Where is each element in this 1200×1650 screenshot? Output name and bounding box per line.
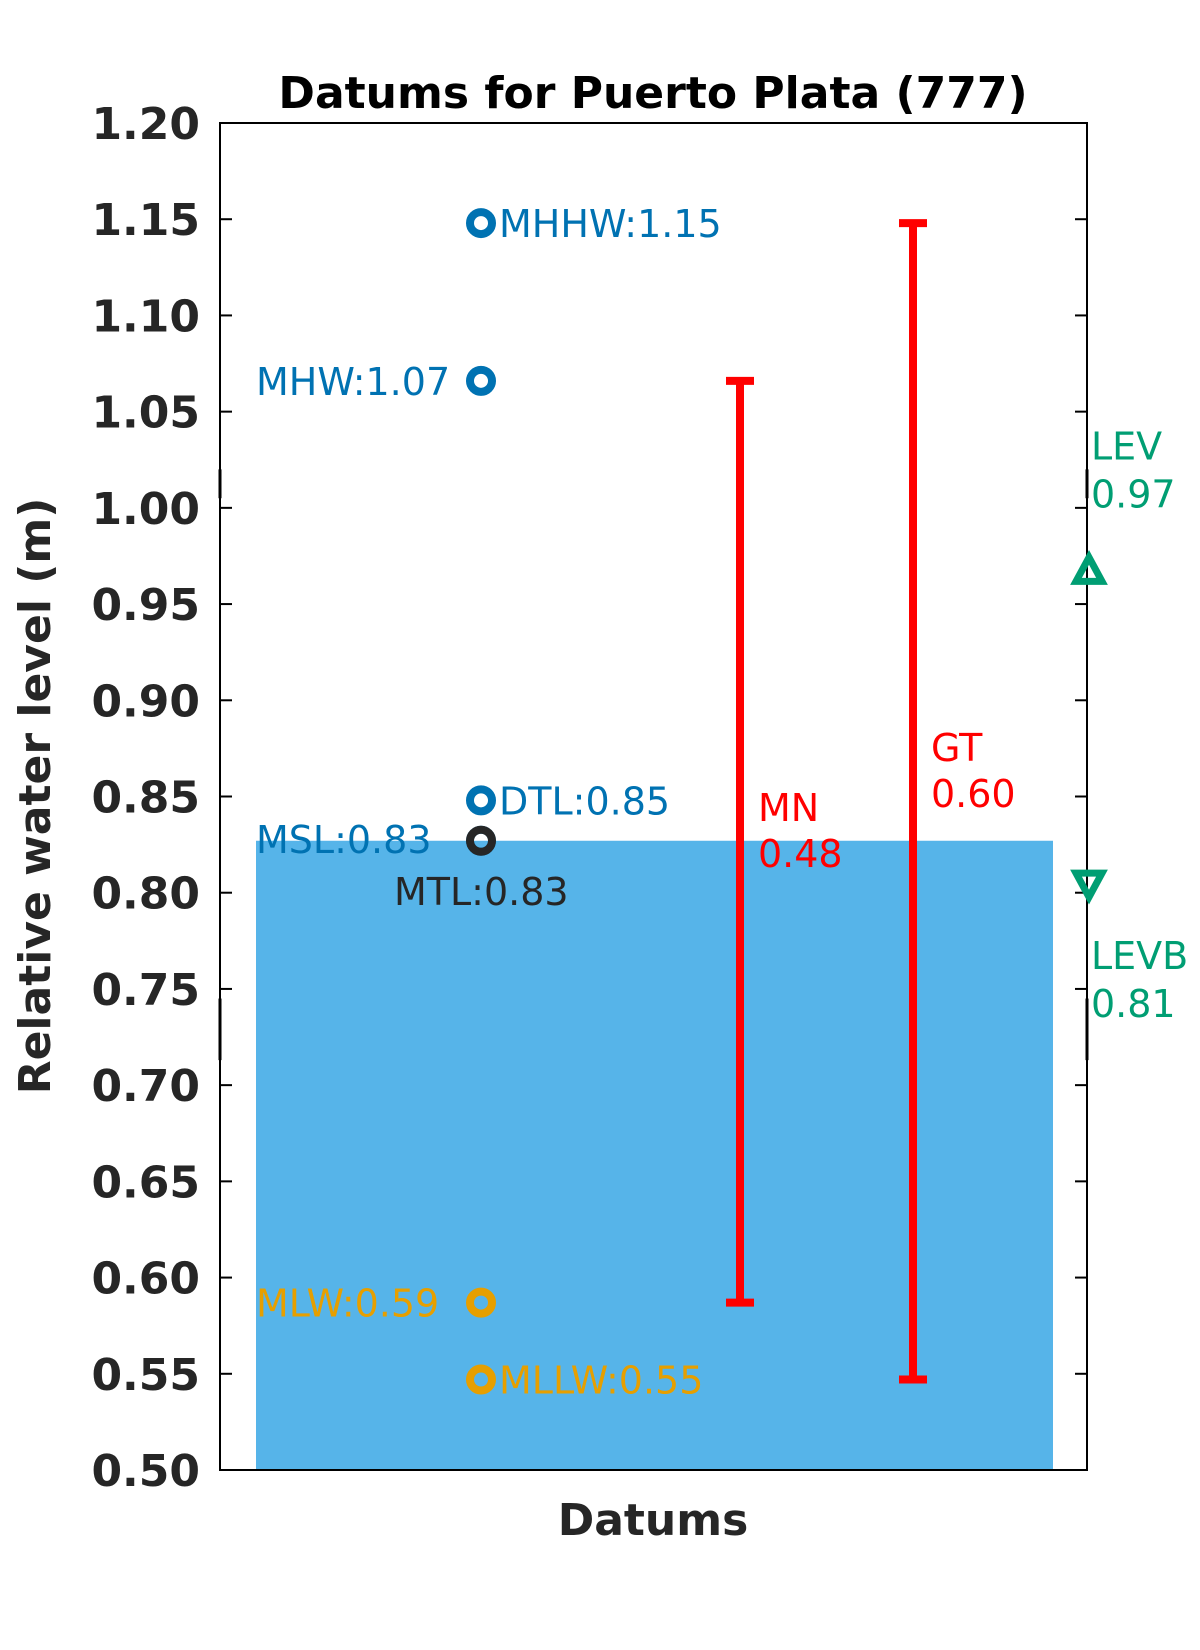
y-tick-label: 1.20 <box>91 99 200 150</box>
datum-marker-mhhw <box>466 208 496 239</box>
y-tick-label: 0.90 <box>91 676 200 727</box>
y-axis-label: Relative water level (m) <box>10 498 61 1095</box>
datum-marker-mhw <box>466 365 496 396</box>
y-tick-label: 1.05 <box>91 388 200 439</box>
extreme-name-lev: LEV <box>1091 424 1162 468</box>
y-tick-label: 0.60 <box>91 1254 200 1305</box>
datum-label-msl: MSL:0.83 <box>256 818 432 862</box>
msl-bar <box>256 840 1053 1470</box>
range-name-mn: MN <box>758 786 819 830</box>
datum-label-mhhw: MHHW:1.15 <box>499 202 722 246</box>
y-tick-label: 0.85 <box>91 773 200 824</box>
datum-marker-mlw <box>466 1287 496 1318</box>
datum-marker-dtl <box>466 785 496 816</box>
range-value-gt: 0.60 <box>931 772 1016 816</box>
extreme-marker-lev <box>1070 550 1108 585</box>
extreme-marker-levb <box>1070 869 1108 905</box>
range-name-gt: GT <box>931 726 983 770</box>
x-axis-label: Datums <box>558 1495 749 1546</box>
datum-label-mhw: MHW:1.07 <box>256 360 450 404</box>
y-tick-label: 0.70 <box>91 1061 200 1112</box>
range-value-mn: 0.48 <box>758 832 843 876</box>
y-tick-label: 0.75 <box>91 965 200 1016</box>
datum-marker-mtl <box>466 825 496 856</box>
extreme-value-lev: 0.97 <box>1091 472 1176 516</box>
y-tick-label: 0.65 <box>91 1157 200 1208</box>
y-tick-label: 0.95 <box>91 580 200 631</box>
datum-label-mtl: MTL:0.83 <box>394 870 569 914</box>
datum-marker-mllw <box>466 1364 496 1395</box>
extreme-name-levb: LEVB <box>1091 934 1188 978</box>
y-tick-label: 0.55 <box>91 1350 200 1401</box>
datum-label-dtl: DTL:0.85 <box>499 779 670 823</box>
y-tick-label: 0.50 <box>91 1446 200 1497</box>
extreme-value-levb: 0.81 <box>1091 982 1176 1026</box>
y-tick-label: 0.80 <box>91 869 200 920</box>
datum-label-mllw: MLLW:0.55 <box>499 1359 703 1403</box>
y-tick-label: 1.00 <box>91 484 200 535</box>
y-tick-label: 1.15 <box>91 195 200 246</box>
datum-label-mlw: MLW:0.59 <box>256 1282 439 1326</box>
y-tick-label: 1.10 <box>91 291 200 342</box>
chart-title: Datums for Puerto Plata (777) <box>278 68 1027 119</box>
